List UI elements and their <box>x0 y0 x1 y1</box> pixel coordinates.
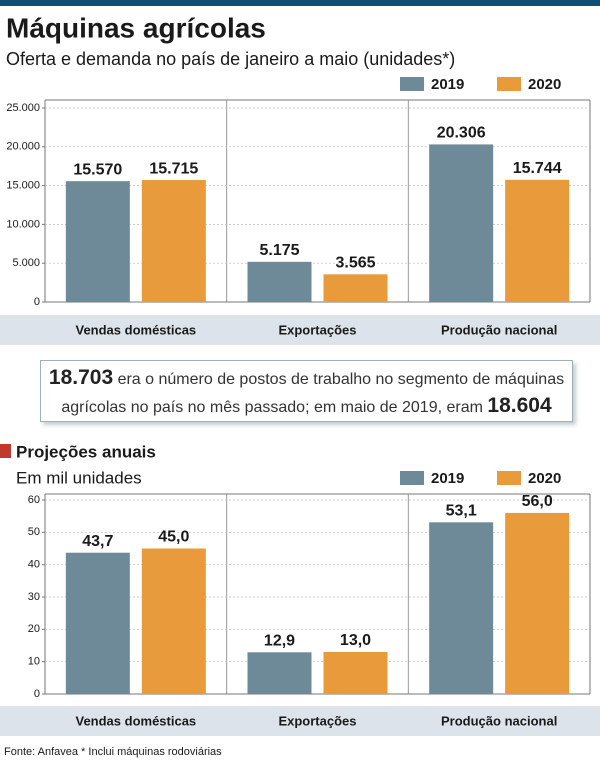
category-band <box>0 706 600 736</box>
bar <box>141 180 206 302</box>
legend-label: 2020 <box>528 76 561 93</box>
y-tick-label: 10 <box>28 656 40 668</box>
legend-swatch <box>400 471 424 485</box>
x-tick-label: Produção nacional <box>441 713 557 728</box>
bar <box>247 261 312 302</box>
legend-label: 2019 <box>431 76 464 93</box>
y-tick-label: 10.000 <box>6 218 40 230</box>
bar <box>65 181 130 302</box>
section-marker <box>0 444 11 458</box>
bar <box>323 651 388 694</box>
data-label: 20.306 <box>437 125 486 142</box>
y-tick-label: 0 <box>34 688 40 700</box>
bar <box>505 512 570 694</box>
bar <box>323 274 388 302</box>
legend-swatch <box>400 77 424 91</box>
data-label: 15.715 <box>149 160 198 177</box>
data-label: 3.565 <box>335 255 375 272</box>
x-tick-label: Produção nacional <box>441 322 557 337</box>
data-label: 53,1 <box>446 503 477 520</box>
chart-title: Máquinas agrícolas <box>6 12 266 43</box>
bar <box>505 179 570 302</box>
callout-number: 18.604 <box>487 394 552 417</box>
data-label: 15.570 <box>73 161 122 178</box>
chart-subtitle: Oferta e demanda no país de janeiro a ma… <box>6 49 455 69</box>
data-label: 15.744 <box>513 160 562 177</box>
y-tick-label: 30 <box>28 591 40 603</box>
legend-swatch <box>497 77 521 91</box>
bar <box>247 652 312 694</box>
callout-text: era o número de postos de trabalho no se… <box>61 371 565 416</box>
bar <box>429 522 494 694</box>
bar <box>429 144 494 302</box>
legend-swatch <box>497 471 521 485</box>
legend-label: 2020 <box>528 470 561 487</box>
y-tick-label: 25.000 <box>6 102 40 114</box>
chart-title: Projeções anuais <box>16 442 156 461</box>
data-label: 45,0 <box>158 529 189 546</box>
bar <box>65 552 130 694</box>
bar <box>141 548 206 694</box>
chart-subtitle: Em mil unidades <box>16 468 142 487</box>
y-tick-label: 15.000 <box>6 180 40 192</box>
legend-label: 2019 <box>431 470 464 487</box>
y-tick-label: 0 <box>34 296 40 308</box>
callout-number: 18.703 <box>48 366 114 389</box>
y-tick-label: 20.000 <box>6 141 40 153</box>
top-bar <box>0 0 600 6</box>
x-tick-label: Vendas domésticas <box>75 322 196 337</box>
data-label: 56,0 <box>522 493 553 510</box>
y-tick-label: 40 <box>28 559 40 571</box>
data-label: 5.175 <box>259 242 299 259</box>
callout: 18.703 era o número de postos de trabalh… <box>40 360 573 422</box>
y-tick-label: 20 <box>28 623 40 635</box>
data-label: 12,9 <box>264 633 295 650</box>
source: Fonte: Anfavea * Inclui máquinas rodoviá… <box>4 746 222 758</box>
x-tick-label: Exportações <box>278 713 356 728</box>
data-label: 43,7 <box>82 533 113 550</box>
y-tick-label: 50 <box>28 526 40 538</box>
x-tick-label: Vendas domésticas <box>75 713 196 728</box>
y-tick-label: 5.000 <box>12 257 40 269</box>
x-tick-label: Exportações <box>278 322 356 337</box>
category-band <box>0 315 600 345</box>
y-tick-label: 60 <box>28 494 40 506</box>
data-label: 13,0 <box>340 632 371 649</box>
